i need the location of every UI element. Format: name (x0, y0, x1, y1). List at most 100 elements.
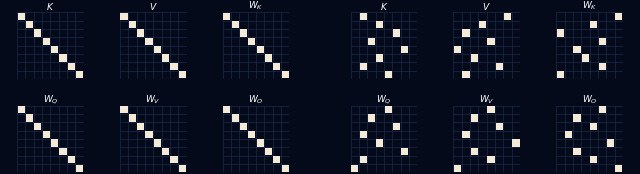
Title: $W_V$: $W_V$ (479, 93, 495, 106)
Bar (376, 21, 383, 28)
Bar (162, 148, 169, 155)
Title: $W_K$: $W_K$ (248, 0, 264, 12)
Bar (162, 54, 169, 62)
Bar (590, 123, 597, 130)
Title: $W_Q$: $W_Q$ (43, 93, 58, 106)
Bar (76, 71, 83, 78)
Bar (60, 148, 67, 155)
Bar (248, 38, 255, 45)
Bar (360, 63, 367, 70)
Bar (68, 63, 75, 70)
Title: $K$: $K$ (46, 1, 54, 12)
Title: $W_Q$: $W_Q$ (376, 93, 392, 106)
Bar (462, 29, 470, 37)
Bar (43, 38, 50, 45)
Bar (145, 38, 152, 45)
Bar (488, 156, 495, 163)
Bar (35, 123, 42, 130)
Bar (590, 21, 597, 28)
Bar (360, 131, 367, 138)
Bar (232, 114, 239, 122)
Bar (573, 46, 580, 53)
Bar (360, 156, 367, 163)
Bar (471, 114, 478, 122)
Bar (582, 54, 589, 62)
Bar (607, 140, 614, 147)
Bar (179, 164, 186, 172)
Bar (26, 21, 33, 28)
Bar (273, 63, 280, 70)
Bar (240, 29, 247, 37)
Bar (590, 156, 597, 163)
Bar (145, 131, 152, 138)
Bar (565, 131, 572, 138)
Bar (598, 106, 605, 113)
Bar (368, 38, 375, 45)
Bar (257, 46, 264, 53)
Bar (488, 106, 495, 113)
Bar (513, 140, 520, 147)
Title: $W_O$: $W_O$ (248, 93, 264, 106)
Bar (401, 148, 408, 155)
Bar (18, 106, 25, 113)
Title: $V$: $V$ (149, 1, 157, 12)
Bar (137, 123, 144, 130)
Bar (154, 46, 161, 53)
Bar (393, 123, 400, 130)
Bar (51, 140, 58, 147)
Bar (615, 13, 622, 20)
Title: $K$: $K$ (380, 1, 388, 12)
Bar (120, 13, 127, 20)
Bar (248, 131, 255, 138)
Title: $W_K$: $W_K$ (582, 0, 597, 12)
Bar (454, 164, 461, 172)
Bar (273, 156, 280, 163)
Bar (154, 140, 161, 147)
Bar (573, 148, 580, 155)
Bar (360, 13, 367, 20)
Bar (120, 106, 127, 113)
Bar (240, 123, 247, 130)
Bar (488, 38, 495, 45)
Bar (351, 164, 358, 172)
Bar (598, 38, 605, 45)
Bar (265, 54, 272, 62)
Bar (401, 46, 408, 53)
Bar (265, 148, 272, 155)
Bar (282, 71, 289, 78)
Bar (232, 21, 239, 28)
Bar (376, 54, 383, 62)
Bar (462, 71, 470, 78)
Bar (462, 131, 470, 138)
Bar (496, 123, 503, 130)
Bar (368, 114, 375, 122)
Bar (471, 148, 478, 155)
Bar (129, 114, 136, 122)
Bar (385, 71, 392, 78)
Bar (51, 46, 58, 53)
Bar (170, 156, 178, 163)
Bar (557, 71, 564, 78)
Title: $W_V$: $W_V$ (145, 93, 161, 106)
Title: $W_O$: $W_O$ (582, 93, 597, 106)
Title: $V$: $V$ (483, 1, 491, 12)
Bar (60, 54, 67, 62)
Bar (376, 140, 383, 147)
Bar (129, 21, 136, 28)
Bar (223, 13, 230, 20)
Bar (454, 46, 461, 53)
Bar (615, 164, 622, 172)
Bar (385, 106, 392, 113)
Bar (257, 140, 264, 147)
Bar (471, 54, 478, 62)
Bar (557, 29, 564, 37)
Bar (479, 21, 486, 28)
Bar (496, 63, 503, 70)
Bar (35, 29, 42, 37)
Bar (223, 106, 230, 113)
Bar (137, 29, 144, 37)
Bar (598, 63, 605, 70)
Bar (26, 114, 33, 122)
Bar (76, 164, 83, 172)
Bar (573, 114, 580, 122)
